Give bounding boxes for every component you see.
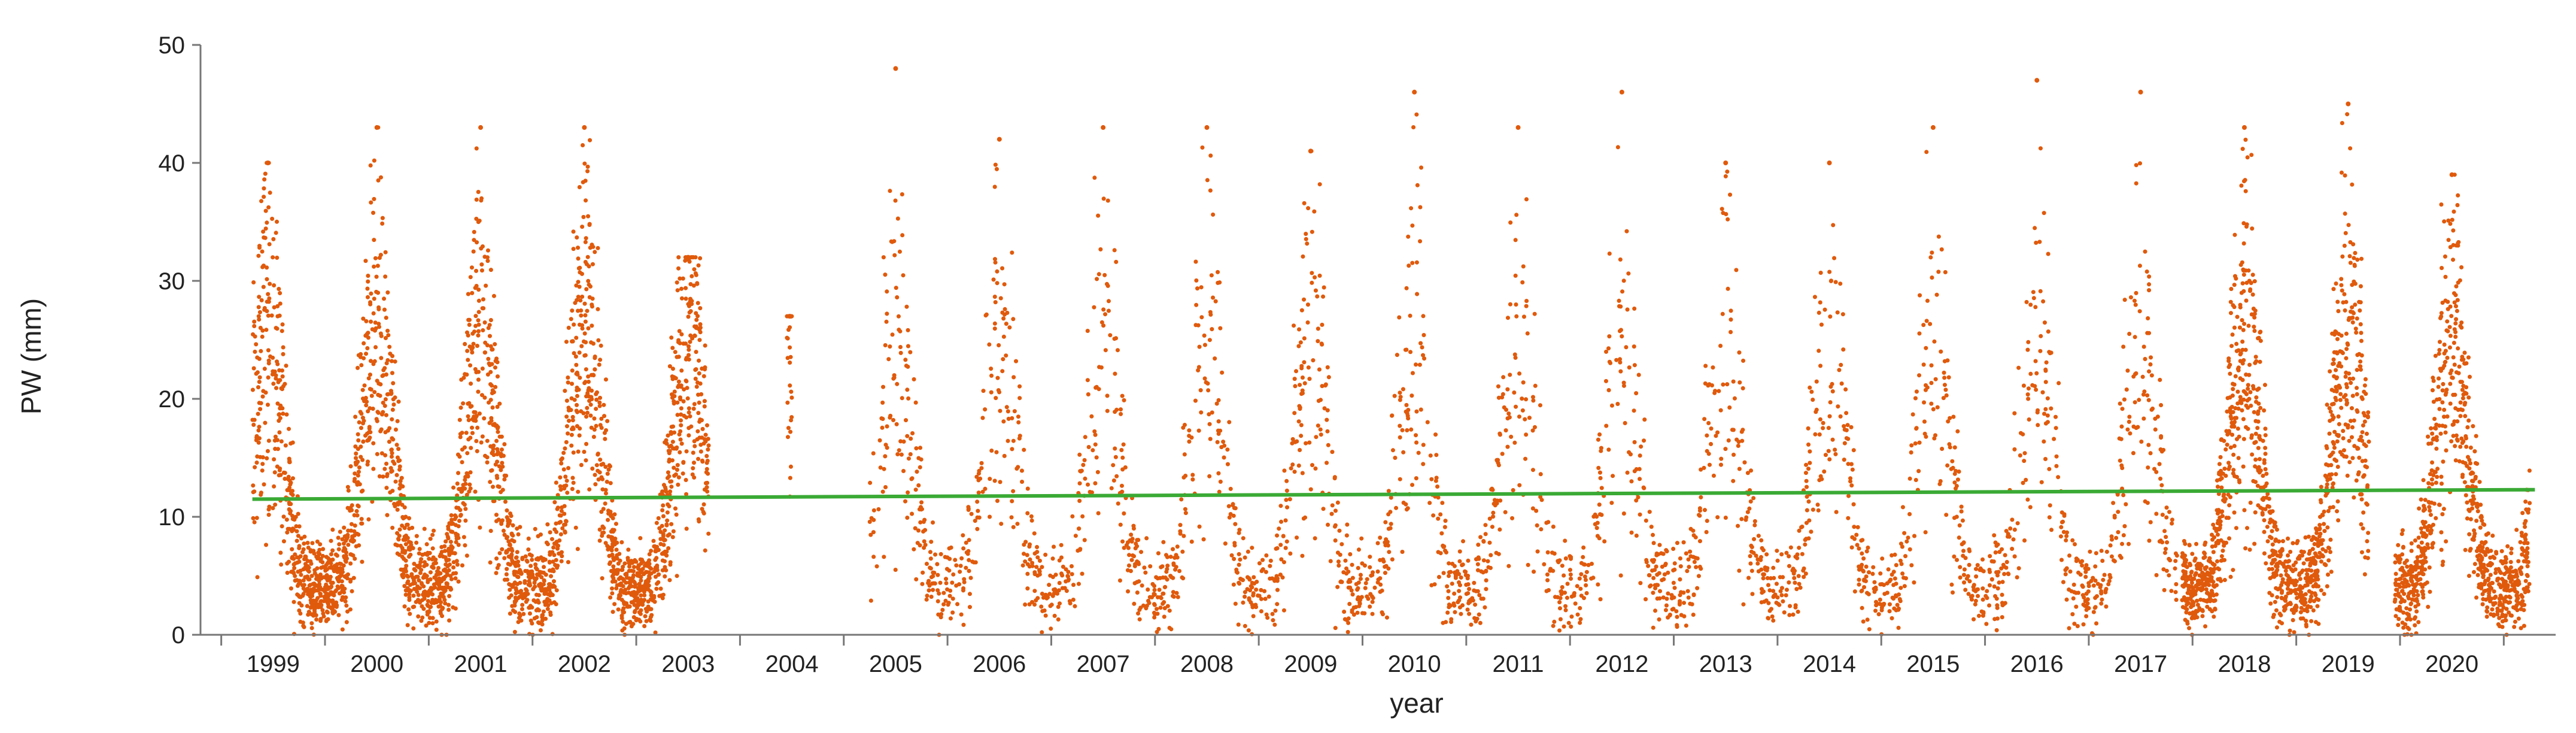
annual-peak-point (374, 125, 379, 130)
annual-peak-point (1515, 125, 1521, 130)
axes (192, 44, 2556, 646)
x-tick-label: 2017 (2114, 651, 2167, 677)
y-tick-label: 0 (172, 622, 185, 649)
x-tick-label: 2003 (661, 651, 715, 677)
annual-peak-point (997, 137, 1002, 142)
annual-peak-point (582, 125, 587, 130)
annual-peak-point (265, 160, 271, 165)
y-tick-label: 30 (159, 268, 186, 295)
trend-line (252, 487, 2535, 501)
x-tick-label: 2015 (1906, 651, 1960, 677)
y-axis-label: PW (mm) (16, 298, 47, 414)
x-tick-label: 2020 (2425, 651, 2478, 677)
x-tick-label: 2004 (765, 651, 819, 677)
annual-peak-point (1827, 160, 1832, 165)
x-tick-label: 2012 (1595, 651, 1648, 677)
x-tick-label: 2005 (869, 651, 922, 677)
annual-peak-point (1723, 160, 1729, 165)
x-tick-label: 2009 (1284, 651, 1337, 677)
x-tick-label: 2019 (2322, 651, 2375, 677)
annual-peak-point (787, 314, 792, 319)
y-tick-labels: 0 10 20 30 40 50 (159, 32, 186, 649)
annual-peak-point (1204, 125, 1210, 130)
x-tick-label: 1999 (247, 651, 300, 677)
x-tick-label: 2018 (2217, 651, 2271, 677)
trend-line-layer (252, 487, 2535, 501)
x-tick-label: 2016 (2010, 651, 2064, 677)
annual-peak-point (893, 66, 898, 71)
annual-peak-point (478, 125, 484, 130)
annual-peak-point (1101, 125, 1106, 130)
x-tick-label: 2006 (973, 651, 1026, 677)
annual-peak-point (2138, 89, 2143, 95)
annual-peak-point (1412, 89, 1417, 95)
x-tick-label: 2001 (454, 651, 508, 677)
data-points (250, 112, 2532, 637)
annual-peak-point (685, 255, 691, 260)
annual-peak-point (1308, 149, 1313, 154)
x-tick-label: 2013 (1699, 651, 1752, 677)
y-tick-label: 20 (159, 386, 186, 413)
annual-peak-point (1619, 89, 1624, 95)
y-tick-label: 50 (159, 32, 186, 59)
x-tick-label: 2007 (1077, 651, 1130, 677)
x-axis-label: year (1390, 687, 1443, 719)
annual-peak-point (1930, 125, 1936, 130)
y-tick-label: 10 (159, 504, 186, 531)
annual-peak-point (2034, 78, 2040, 83)
annual-peak-point (2449, 172, 2455, 177)
scatter-points (250, 66, 2532, 637)
x-tick-label: 2002 (558, 651, 611, 677)
x-tick-label: 2008 (1180, 651, 1234, 677)
x-tick-label: 2014 (1803, 651, 1856, 677)
y-tick-label: 40 (159, 150, 186, 177)
x-tick-label: 2000 (350, 651, 403, 677)
x-tick-labels: 1999 2000 2001 2002 2003 2004 2005 2006 2007 2008… (247, 651, 2478, 677)
x-tick-label: 2010 (1388, 651, 1441, 677)
x-tick-label: 2011 (1493, 651, 1544, 677)
annual-peak-point (2346, 101, 2351, 107)
annual-peak-point (2241, 125, 2247, 130)
